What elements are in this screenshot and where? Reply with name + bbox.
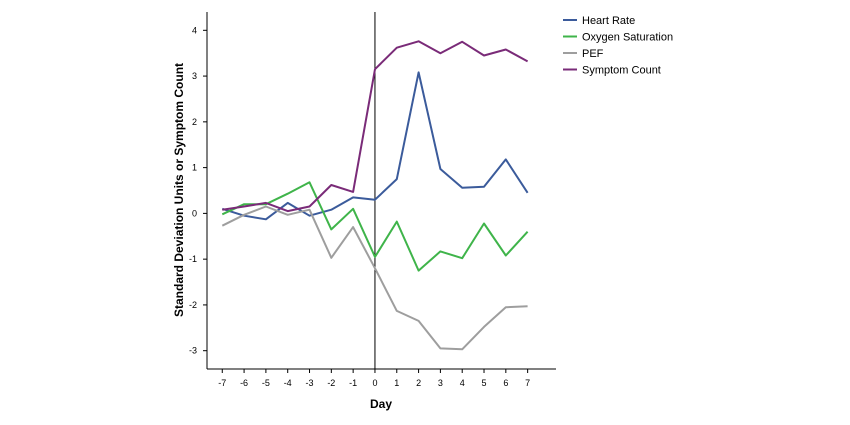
y-tick-label: 1 [192,163,197,173]
x-tick-label: -5 [262,378,270,388]
x-tick-label: -7 [218,378,226,388]
y-ticks: 4 3 2 1 0 -1 -2 -3 [189,25,207,356]
series-layer [221,40,529,351]
y-tick-label: -3 [189,346,197,356]
legend: Heart Rate Oxygen Saturation PEF Symptom Co… [563,15,673,77]
x-tick-label: 3 [438,378,443,388]
x-tick-label: 6 [503,378,508,388]
series-line-symptom-count [222,40,529,213]
series-line-heart-rate [221,71,529,221]
y-tick-label: 0 [192,208,197,218]
y-axis-title: Standard Deviation Units or Symptom Coun… [172,63,186,317]
x-tick-label: 0 [372,378,377,388]
x-tick-label: 2 [416,378,421,388]
legend-label-pef: PEF [582,48,604,60]
y-tick-label: 3 [192,71,197,81]
x-tick-label: 7 [525,378,530,388]
x-tick-label: -3 [306,378,314,388]
legend-label-heart-rate: Heart Rate [582,15,635,27]
y-tick-label: 2 [192,117,197,127]
legend-label-symptom-count: Symptom Count [582,65,661,77]
y-tick-label: -2 [189,300,197,310]
series-line-pef [221,205,528,351]
legend-label-oxygen-saturation: Oxygen Saturation [582,32,673,44]
x-ticks: -7 -6 -5 -4 -3 -2 -1 0 1 2 3 4 5 6 7 [218,369,530,388]
axes [206,12,556,370]
y-tick-label: -1 [189,254,197,264]
x-tick-label: 4 [460,378,465,388]
x-tick-label: 5 [482,378,487,388]
x-tick-label: -6 [240,378,248,388]
x-tick-label: -4 [284,378,292,388]
x-tick-label: 1 [394,378,399,388]
series-line-oxygen-saturation [221,181,529,272]
y-tick-label: 4 [192,25,197,35]
x-tick-label: -1 [349,378,357,388]
x-axis-title: Day [370,397,392,411]
x-tick-label: -2 [327,378,335,388]
